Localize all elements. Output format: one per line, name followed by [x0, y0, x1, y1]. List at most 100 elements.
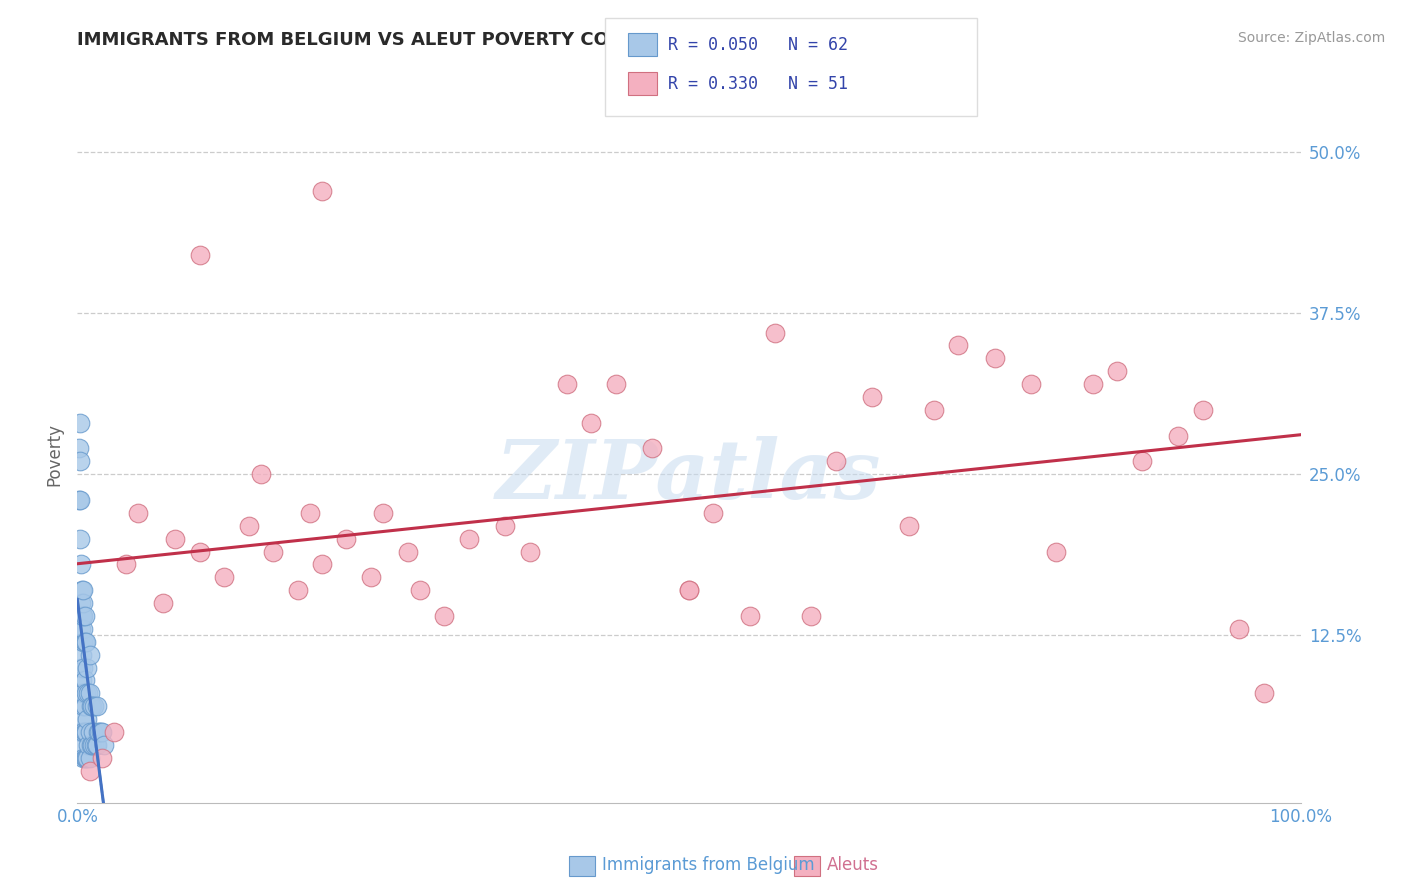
- Text: IMMIGRANTS FROM BELGIUM VS ALEUT POVERTY CORRELATION CHART: IMMIGRANTS FROM BELGIUM VS ALEUT POVERTY…: [77, 31, 796, 49]
- Point: [127, 506, 149, 520]
- Point: [641, 442, 664, 456]
- Point: [287, 583, 309, 598]
- Point: [433, 609, 456, 624]
- Point: [77, 686, 100, 700]
- Point: [73, 673, 96, 688]
- Point: [519, 544, 541, 558]
- Point: [72, 725, 94, 739]
- Point: [409, 583, 432, 598]
- Point: [103, 725, 125, 739]
- Point: [678, 583, 700, 598]
- Point: [72, 634, 94, 648]
- Point: [1045, 544, 1067, 558]
- Point: [76, 750, 98, 764]
- Point: [396, 544, 419, 558]
- Point: [70, 712, 93, 726]
- Point: [70, 596, 93, 610]
- Point: [79, 725, 101, 739]
- Point: [80, 699, 103, 714]
- Point: [75, 725, 97, 739]
- Point: [984, 351, 1007, 366]
- Point: [77, 738, 100, 752]
- Point: [72, 583, 94, 598]
- Point: [79, 648, 101, 662]
- Point: [67, 442, 90, 456]
- Point: [1107, 364, 1129, 378]
- Point: [70, 609, 93, 624]
- Point: [1167, 428, 1189, 442]
- Point: [73, 725, 96, 739]
- Point: [678, 583, 700, 598]
- Point: [70, 622, 93, 636]
- Text: Aleuts: Aleuts: [827, 856, 879, 874]
- Point: [73, 699, 96, 714]
- Point: [76, 712, 98, 726]
- Text: Immigrants from Belgium: Immigrants from Belgium: [602, 856, 814, 874]
- Point: [495, 518, 517, 533]
- Point: [371, 506, 394, 520]
- Point: [555, 377, 578, 392]
- Point: [79, 686, 101, 700]
- Point: [188, 248, 211, 262]
- Point: [73, 609, 96, 624]
- Point: [605, 377, 627, 392]
- Point: [922, 402, 945, 417]
- Point: [824, 454, 846, 468]
- Point: [72, 750, 94, 764]
- Point: [89, 725, 111, 739]
- Point: [70, 558, 93, 572]
- Point: [1191, 402, 1213, 417]
- Point: [87, 725, 110, 739]
- Point: [80, 699, 103, 714]
- Point: [212, 570, 235, 584]
- Point: [75, 686, 97, 700]
- Point: [83, 738, 105, 752]
- Text: ZIPatlas: ZIPatlas: [496, 436, 882, 516]
- Point: [702, 506, 724, 520]
- Point: [1081, 377, 1104, 392]
- Point: [311, 558, 333, 572]
- Text: R = 0.330   N = 51: R = 0.330 N = 51: [668, 75, 848, 93]
- Point: [70, 660, 93, 674]
- Point: [73, 634, 96, 648]
- Point: [898, 518, 921, 533]
- Point: [72, 609, 94, 624]
- Point: [250, 467, 273, 482]
- Point: [90, 725, 112, 739]
- Point: [1130, 454, 1153, 468]
- Point: [1021, 377, 1043, 392]
- Point: [70, 725, 93, 739]
- Point: [93, 738, 115, 752]
- Text: R = 0.050   N = 62: R = 0.050 N = 62: [668, 36, 848, 54]
- Point: [152, 596, 174, 610]
- Point: [79, 750, 101, 764]
- Point: [262, 544, 284, 558]
- Point: [80, 738, 103, 752]
- Point: [946, 338, 969, 352]
- Point: [72, 686, 94, 700]
- Point: [298, 506, 321, 520]
- Point: [360, 570, 382, 584]
- Point: [69, 416, 91, 430]
- Point: [1229, 622, 1251, 636]
- Point: [115, 558, 138, 572]
- Point: [75, 634, 97, 648]
- Point: [862, 390, 884, 404]
- Point: [82, 725, 104, 739]
- Point: [70, 673, 93, 688]
- Point: [75, 750, 97, 764]
- Point: [72, 660, 94, 674]
- Point: [67, 493, 90, 508]
- Point: [83, 699, 105, 714]
- Point: [76, 660, 98, 674]
- Point: [238, 518, 260, 533]
- Point: [70, 648, 93, 662]
- Point: [73, 750, 96, 764]
- Point: [70, 738, 93, 752]
- Point: [763, 326, 786, 340]
- Point: [86, 699, 108, 714]
- Point: [311, 184, 333, 198]
- Point: [69, 532, 91, 546]
- Point: [740, 609, 762, 624]
- Point: [80, 738, 103, 752]
